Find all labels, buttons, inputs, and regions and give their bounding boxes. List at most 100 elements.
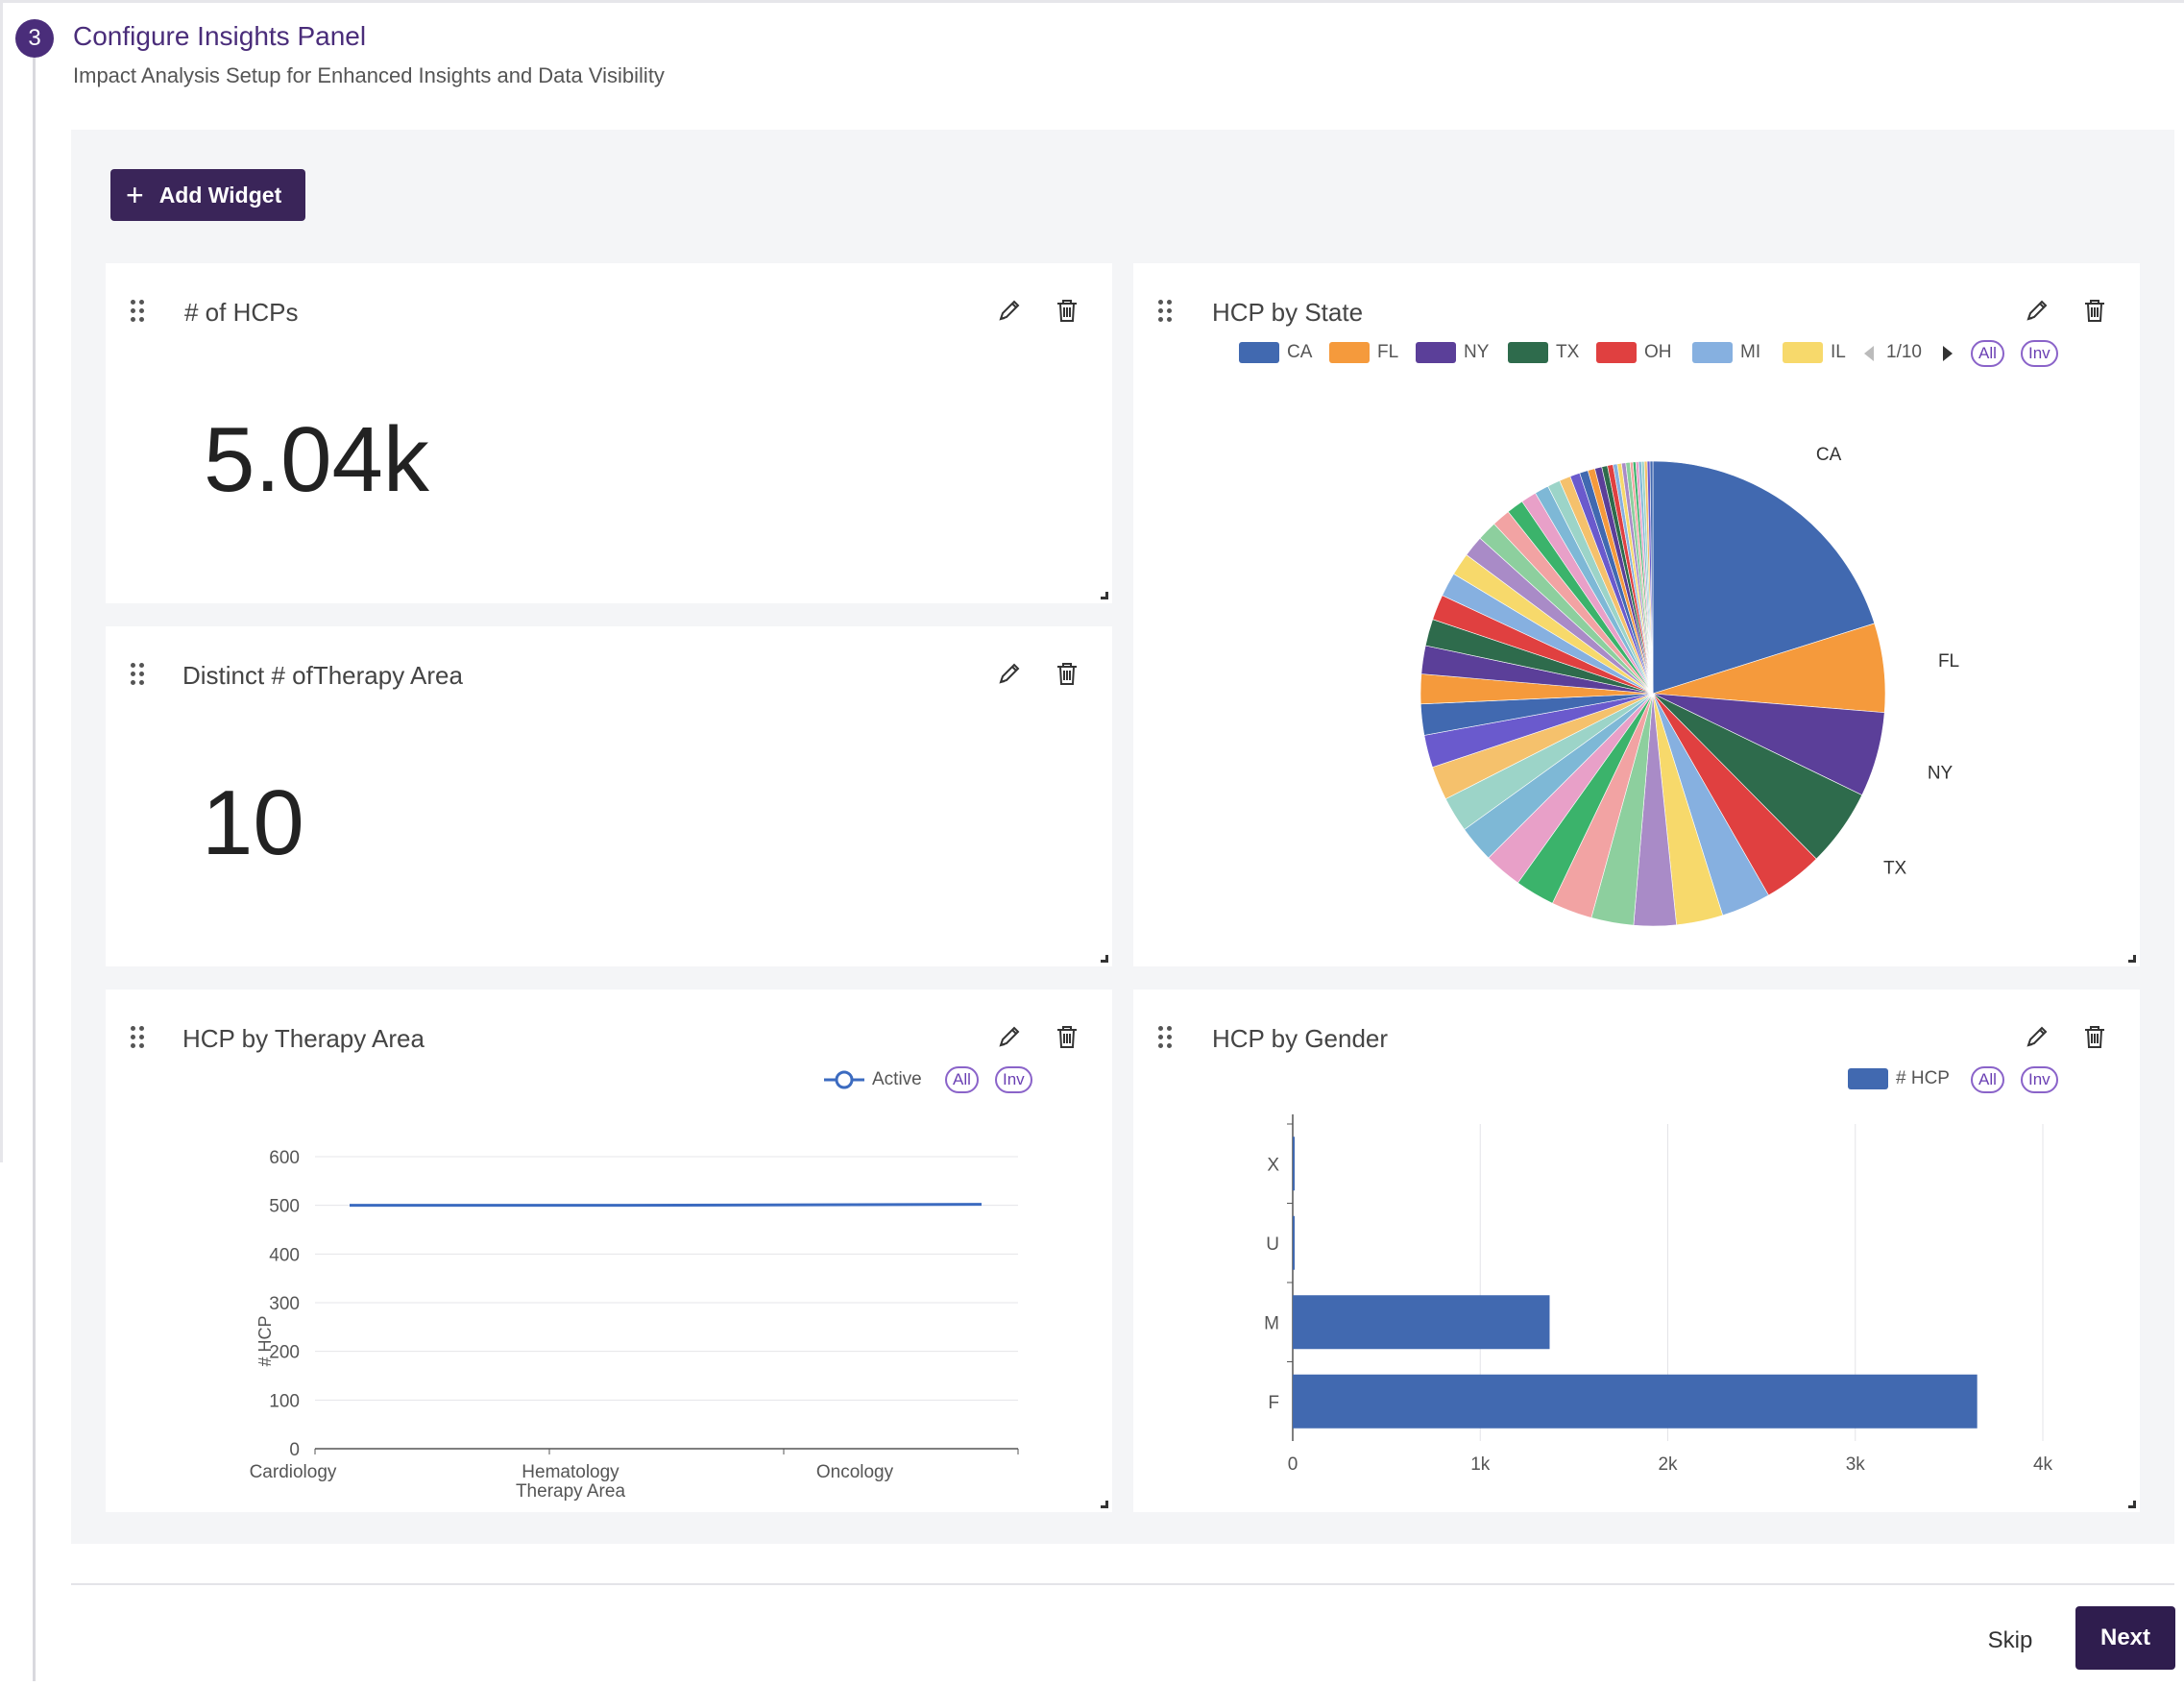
x-tick-label: 2k [1658,1454,1678,1475]
legend-swatch [1329,342,1370,363]
add-widget-button[interactable]: + Add Widget [110,169,305,221]
skip-button[interactable]: Skip [1987,1627,2033,1653]
legend-item-fl[interactable]: FL [1329,342,1398,363]
resize-handle[interactable] [1101,1501,1108,1508]
bar-m [1293,1295,1550,1350]
y-tick-label: F [1268,1393,1279,1413]
legend-item-ca[interactable]: CA [1239,342,1312,363]
edit-icon[interactable] [995,1022,1024,1051]
legend-swatch [1783,342,1823,363]
step-rail [33,58,36,1681]
next-button[interactable]: Next [2075,1606,2175,1670]
plus-icon: + [126,178,144,212]
delete-icon[interactable] [1053,1022,1081,1051]
edit-icon[interactable] [2023,1022,2051,1051]
x-tick-label: Oncology [816,1462,894,1482]
resize-handle[interactable] [1101,955,1108,963]
resize-handle[interactable] [1101,592,1108,599]
widget-title: HCP by Gender [1212,1024,1389,1053]
step-number-badge: 3 [15,19,54,58]
legend-label: FL [1377,342,1399,362]
drag-handle-icon[interactable] [1158,1026,1176,1049]
resize-handle[interactable] [2128,1501,2136,1508]
legend-prev-page-icon[interactable] [1861,344,1877,363]
legend-item-active[interactable]: Active [822,1068,922,1091]
step-title: Configure Insights Panel [73,21,367,51]
metric-value: 10 [202,771,304,874]
legend-pager: 1/10 [1886,342,1922,362]
y-tick-label: X [1267,1155,1279,1175]
metric-value: 5.04k [204,408,429,511]
bar-chart: 0 1k 2k 3k 4k X U M F [1264,1114,2053,1475]
legend-label: MI [1740,342,1761,362]
x-tick-label: Hematology [522,1462,619,1482]
pie-slice [1649,460,1654,695]
pie-chart: CA FL NY TX [1420,445,1959,927]
y-tick-label: 300 [269,1294,300,1314]
line-chart: 0 100 200 300 400 500 600 Cardiology Hematology O… [250,1148,1019,1502]
legend-invert-toggle[interactable]: Inv [995,1066,1032,1093]
frame-top-border [0,0,2184,3]
legend-item-oh[interactable]: OH [1596,342,1672,363]
delete-icon[interactable] [1053,659,1081,688]
x-tick-label: 0 [1288,1454,1298,1475]
edit-icon[interactable] [995,659,1024,688]
x-tick-label: Cardiology [250,1462,337,1482]
legend-item-hcp[interactable]: # HCP [1848,1068,1950,1089]
drag-handle-icon[interactable] [1158,300,1176,323]
drag-handle-icon[interactable] [131,300,148,323]
widget-therapy-area-count: Distinct # ofTherapy Area 10 [106,626,1112,966]
widget-title: HCP by Therapy Area [182,1024,425,1053]
legend-label: NY [1464,342,1490,362]
widget-hcp-by-state: HCP by State CA FL NY TX OH MI IL 1/10 A… [1133,263,2140,966]
y-axis-label: # HCP [255,1315,275,1366]
pie-slice-label: TX [1883,858,1907,878]
widget-hcp-by-therapy-area: HCP by Therapy Area Active All Inv 0 100 2… [106,990,1112,1512]
legend-invert-toggle[interactable]: Inv [2021,1066,2058,1093]
legend-swatch [1596,342,1637,363]
pie-slice-label: FL [1938,651,1959,672]
bar-f [1293,1374,1978,1429]
legend-item-mi[interactable]: MI [1692,342,1760,363]
frame-left-border [0,0,3,1162]
y-tick-label: U [1266,1234,1279,1255]
legend-all-toggle[interactable]: All [1971,340,2004,367]
pie-slice-label: CA [1816,445,1842,465]
legend-item-tx[interactable]: TX [1508,342,1579,363]
delete-icon[interactable] [1053,296,1081,325]
legend-item-ny[interactable]: NY [1416,342,1489,363]
widget-title: # of HCPs [184,298,299,327]
bar-x [1293,1136,1295,1191]
drag-handle-icon[interactable] [131,1026,148,1049]
widget-hcp-by-gender: HCP by Gender # HCP All Inv 0 1k 2k 3k 4k X U M… [1133,990,2140,1512]
legend-label: OH [1644,342,1672,362]
edit-icon[interactable] [995,296,1024,325]
delete-icon[interactable] [2080,296,2109,325]
legend-swatch [1848,1068,1888,1089]
series-line-active [350,1203,983,1208]
x-tick-label: 4k [2033,1454,2053,1475]
legend-swatch [1508,342,1548,363]
legend-all-toggle[interactable]: All [1971,1066,2004,1093]
legend-item-il[interactable]: IL [1783,342,1846,363]
edit-icon[interactable] [2023,296,2051,325]
y-tick-label: 100 [269,1391,300,1411]
y-tick-label: 500 [269,1197,300,1217]
footer-divider [71,1583,2174,1585]
legend-swatch [1239,342,1279,363]
widget-hcp-count: # of HCPs 5.04k [106,263,1112,603]
legend-label: # HCP [1896,1068,1950,1088]
delete-icon[interactable] [2080,1022,2109,1051]
legend-label: IL [1831,342,1846,362]
legend-next-page-icon[interactable] [1940,344,1955,363]
bar-u [1293,1215,1295,1270]
legend-swatch [1416,342,1456,363]
step-subtitle: Impact Analysis Setup for Enhanced Insig… [73,63,665,87]
x-axis-label: Therapy Area [516,1481,625,1502]
legend-swatch [1692,342,1733,363]
resize-handle[interactable] [2128,955,2136,963]
legend-all-toggle[interactable]: All [945,1066,979,1093]
drag-handle-icon[interactable] [131,663,148,686]
legend-invert-toggle[interactable]: Inv [2021,340,2058,367]
